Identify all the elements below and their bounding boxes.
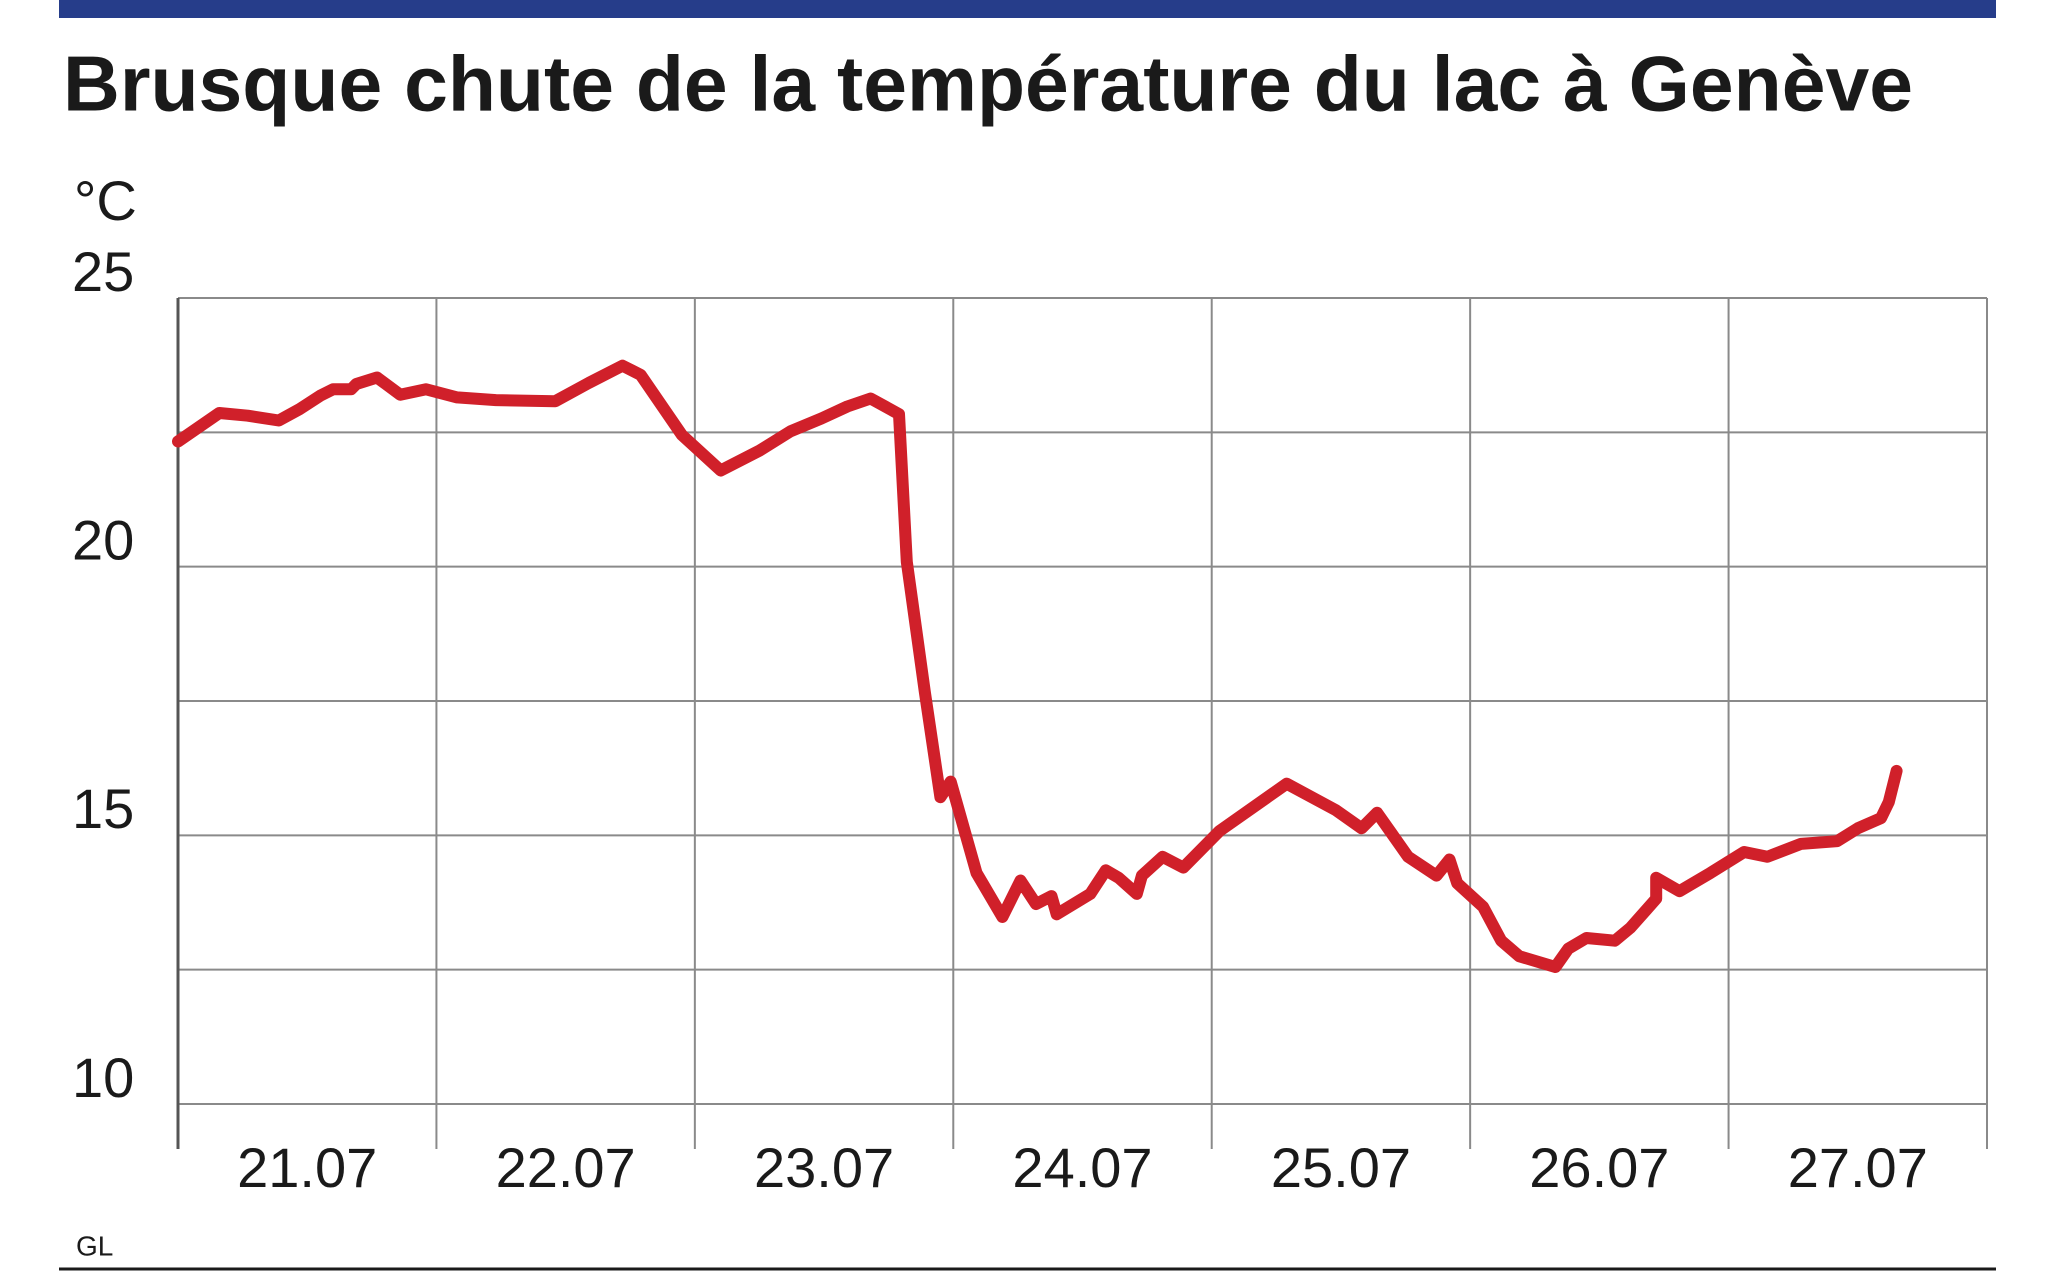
chart-title: Brusque chute de la température du lac à… (63, 40, 1913, 128)
temperature-line (172, 359, 1903, 973)
x-tick-label: 26.07 (1529, 1136, 1669, 1199)
x-tick-label: 22.07 (496, 1136, 636, 1199)
x-tick-label: 27.07 (1788, 1136, 1928, 1199)
y-tick-label: 25 (72, 240, 134, 303)
source: GL (76, 1230, 113, 1261)
x-tick-label: 25.07 (1271, 1136, 1411, 1199)
top-bar (59, 0, 1996, 18)
y-tick-label: 10 (72, 1046, 134, 1109)
x-tick-label: 21.07 (237, 1136, 377, 1199)
y-tick-label: 20 (72, 508, 134, 571)
x-tick-label: 23.07 (754, 1136, 894, 1199)
y-axis-label: °C (74, 169, 137, 232)
y-tick-label: 15 (72, 777, 134, 840)
x-tick-label: 24.07 (1012, 1136, 1152, 1199)
